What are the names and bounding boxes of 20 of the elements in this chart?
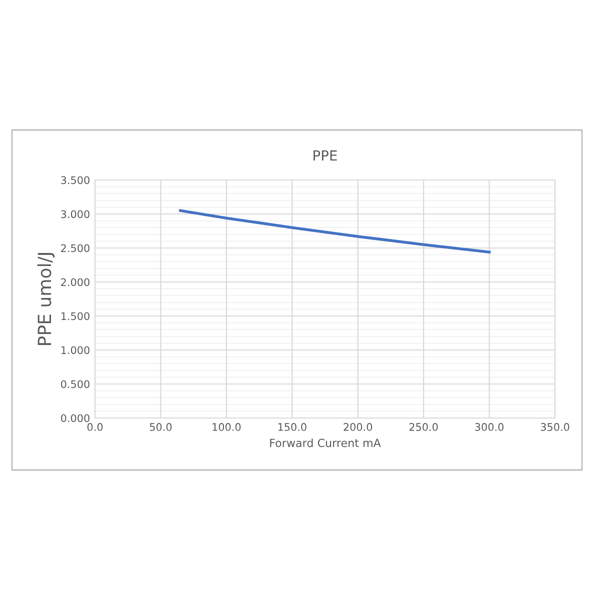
x-tick-label: 50.0 <box>150 423 172 431</box>
y-tick-label: 3.000 <box>61 210 90 218</box>
y-axis-title: PPE umol/J <box>37 253 55 345</box>
y-tick-label: 1.000 <box>61 346 90 354</box>
y-tick-label: 2.500 <box>61 244 90 252</box>
y-tick-label: 0.500 <box>61 380 90 388</box>
x-tick-label: 350.0 <box>540 423 570 431</box>
x-tick-label: 200.0 <box>344 423 372 431</box>
line-series <box>179 209 491 254</box>
x-tick-label: 0.0 <box>87 423 103 431</box>
x-tick-label: 250.0 <box>409 423 438 431</box>
x-tick-label: 150.0 <box>278 423 306 431</box>
y-tick-label: 2.000 <box>61 278 90 286</box>
x-tick-label: 300.0 <box>475 423 504 431</box>
y-tick-label: 1.500 <box>61 312 90 320</box>
y-tick-label: 3.500 <box>61 176 90 184</box>
y-tick-label: 0.000 <box>61 414 90 422</box>
x-axis-title: Forward Current mA <box>270 438 381 448</box>
chart-title: PPE <box>314 150 337 161</box>
x-tick-label: 100.0 <box>212 423 241 431</box>
